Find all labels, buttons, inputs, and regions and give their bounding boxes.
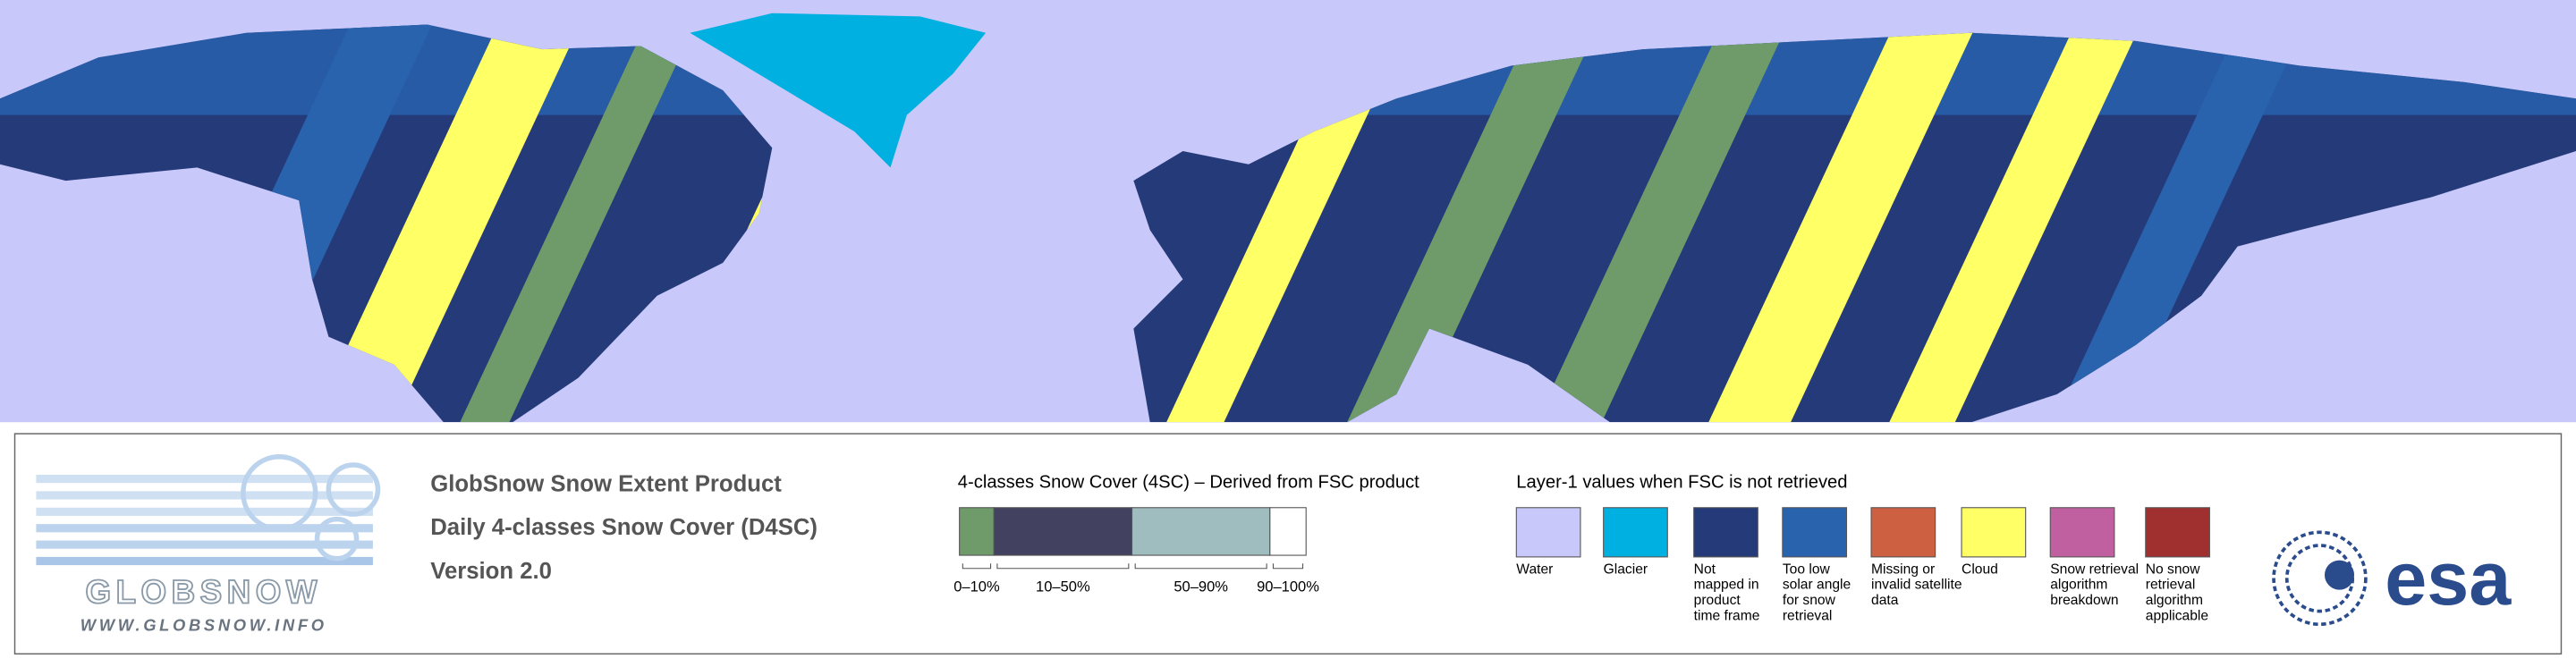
item-label: Too low	[1783, 561, 1831, 577]
agency-name: esa	[2385, 536, 2512, 621]
item-label: Glacier	[1604, 561, 1648, 577]
class-swatch	[959, 507, 995, 556]
item-swatch	[2145, 507, 2210, 558]
item-label: for snow	[1783, 593, 1836, 608]
item-label: Not	[1694, 561, 1716, 577]
legend-layer1-title: Layer-1 values when FSC is not retrieved	[1516, 473, 1847, 493]
item-swatch	[1870, 507, 1936, 558]
class-label: 10–50%	[1036, 578, 1090, 595]
item-label: data	[1871, 593, 1899, 608]
item-label: No snow	[2146, 561, 2200, 577]
item-label: mapped in	[1694, 578, 1759, 593]
class-bracket	[1134, 563, 1267, 570]
item-swatch	[1961, 507, 2027, 558]
item-swatch	[2049, 507, 2115, 558]
item-label: Water	[1516, 561, 1553, 577]
item-label: invalid satellite	[1871, 578, 1962, 593]
product-info: GlobSnow Snow Extent Product Daily 4-clas…	[430, 471, 818, 583]
class-swatch	[1269, 507, 1307, 556]
item-label: solar angle	[1783, 578, 1851, 593]
item-label: retrieval	[2146, 578, 2196, 593]
item-label: time frame	[1694, 609, 1760, 624]
class-bracket	[962, 563, 992, 570]
class-label: 90–100%	[1257, 578, 1319, 595]
item-label: algorithm	[2146, 593, 2203, 608]
item-label: applicable	[2146, 609, 2208, 624]
class-swatch	[993, 507, 1133, 556]
item-label: Cloud	[1962, 561, 1998, 577]
legend-4sc-title: 4-classes Snow Cover (4SC) – Derived fro…	[958, 473, 1419, 493]
esa-logo: esa	[2272, 530, 2512, 627]
item-label: Snow retrieval	[2050, 561, 2139, 577]
product-line: Daily 4-classes Snow Cover (D4SC)	[430, 515, 818, 540]
item-swatch	[1782, 507, 1848, 558]
item-label: breakdown	[2050, 593, 2118, 608]
item-swatch	[1693, 507, 1758, 558]
item-swatch	[1515, 507, 1581, 558]
item-label: product	[1694, 593, 1741, 608]
logo-name: GLOBSNOW	[86, 573, 322, 610]
item-label: algorithm	[2050, 578, 2107, 593]
logo-url: WWW.GLOBSNOW.INFO	[80, 616, 327, 635]
product-line: Version 2.0	[430, 559, 552, 584]
class-label: 50–90%	[1174, 578, 1228, 595]
class-bracket	[1272, 563, 1304, 570]
item-label: retrieval	[1783, 609, 1833, 624]
class-bracket	[996, 563, 1130, 570]
greenland-glacier	[690, 13, 987, 168]
class-label: 0–10%	[953, 578, 1000, 595]
globsnow-logo: GLOBSNOW WWW.GLOBSNOW.INFO	[36, 454, 381, 635]
legend-4sc: 0–10% 10–50% 50–90% 90–100%	[953, 507, 1319, 595]
item-label: Missing or	[1871, 561, 1935, 577]
item-swatch	[1603, 507, 1668, 558]
class-swatch	[1131, 507, 1271, 556]
product-line: GlobSnow Snow Extent Product	[430, 471, 782, 496]
